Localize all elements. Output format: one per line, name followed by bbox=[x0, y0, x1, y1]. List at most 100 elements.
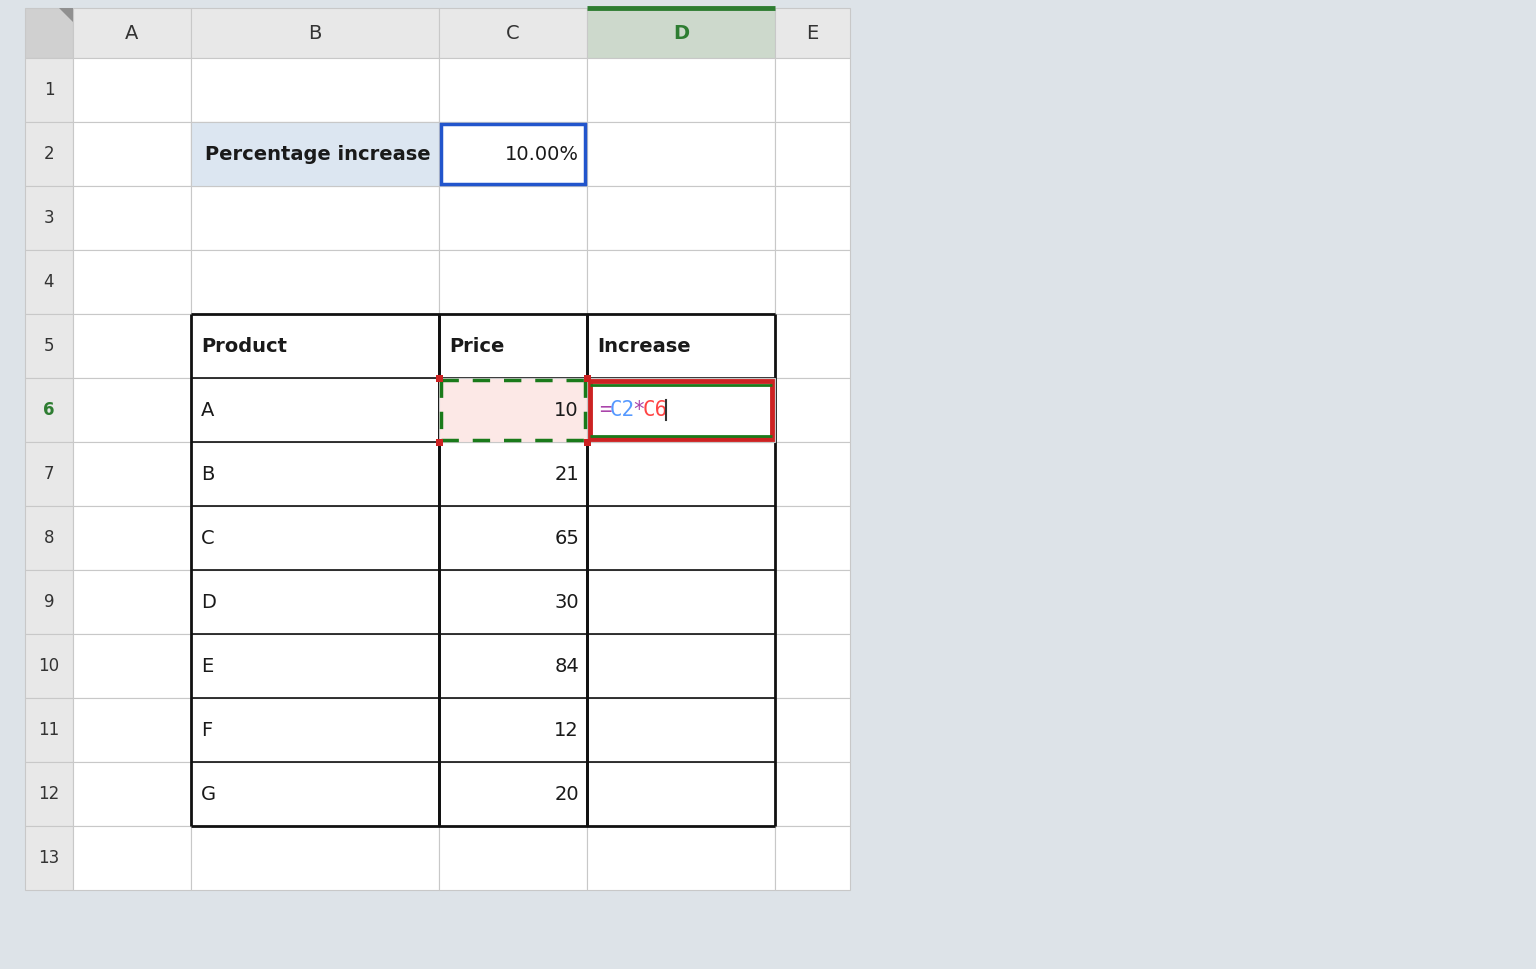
Text: 8: 8 bbox=[43, 529, 54, 547]
Text: 5: 5 bbox=[43, 337, 54, 355]
Bar bbox=[776, 122, 849, 186]
Text: 10.00%: 10.00% bbox=[505, 144, 579, 164]
Text: C6: C6 bbox=[644, 400, 668, 420]
Bar bbox=[74, 698, 190, 762]
Bar bbox=[587, 378, 776, 442]
Bar bbox=[190, 186, 439, 250]
Text: E: E bbox=[806, 23, 819, 43]
Bar bbox=[439, 506, 587, 570]
Bar bbox=[587, 314, 776, 378]
Bar bbox=[25, 122, 74, 186]
Text: 12: 12 bbox=[38, 785, 60, 803]
Bar bbox=[25, 8, 74, 58]
Text: 10: 10 bbox=[554, 400, 579, 420]
Bar bbox=[74, 826, 190, 890]
Bar bbox=[74, 122, 190, 186]
Text: 11: 11 bbox=[38, 721, 60, 739]
Bar bbox=[439, 122, 587, 186]
Text: F: F bbox=[201, 721, 212, 739]
Bar bbox=[587, 506, 776, 570]
Bar bbox=[587, 186, 776, 250]
Bar bbox=[587, 442, 776, 506]
Text: Product: Product bbox=[201, 336, 287, 356]
Bar bbox=[439, 762, 587, 826]
Bar bbox=[25, 378, 74, 442]
Bar bbox=[439, 698, 587, 762]
Text: E: E bbox=[201, 657, 214, 675]
Bar bbox=[190, 698, 439, 762]
Bar bbox=[439, 250, 587, 314]
Bar bbox=[587, 826, 776, 890]
Text: *: * bbox=[631, 400, 645, 420]
Bar bbox=[587, 698, 776, 762]
Bar bbox=[25, 506, 74, 570]
Text: 4: 4 bbox=[43, 273, 54, 291]
Text: C: C bbox=[507, 23, 519, 43]
Bar bbox=[584, 374, 590, 382]
Polygon shape bbox=[58, 8, 74, 22]
Bar bbox=[190, 634, 439, 698]
Text: 9: 9 bbox=[43, 593, 54, 611]
Bar bbox=[776, 826, 849, 890]
Bar bbox=[439, 634, 587, 698]
Bar bbox=[776, 570, 849, 634]
Bar bbox=[74, 58, 190, 122]
Bar bbox=[25, 58, 74, 122]
Bar bbox=[439, 186, 587, 250]
Text: Percentage increase: Percentage increase bbox=[206, 144, 432, 164]
Bar bbox=[776, 8, 849, 58]
Text: C: C bbox=[201, 528, 215, 547]
Bar bbox=[439, 122, 587, 186]
Text: B: B bbox=[201, 464, 215, 484]
Bar bbox=[441, 124, 585, 184]
Bar bbox=[776, 58, 849, 122]
Bar bbox=[190, 250, 439, 314]
Bar bbox=[439, 378, 587, 442]
Bar bbox=[439, 58, 587, 122]
Bar bbox=[25, 442, 74, 506]
Text: 20: 20 bbox=[554, 785, 579, 803]
Bar bbox=[190, 570, 439, 634]
Text: Increase: Increase bbox=[598, 336, 691, 356]
Bar bbox=[439, 570, 587, 634]
Bar bbox=[25, 186, 74, 250]
Bar bbox=[776, 378, 849, 442]
Text: 1: 1 bbox=[43, 81, 54, 99]
Text: 6: 6 bbox=[43, 401, 55, 419]
Text: B: B bbox=[309, 23, 321, 43]
Bar bbox=[439, 442, 587, 506]
Bar bbox=[587, 250, 776, 314]
Bar bbox=[776, 762, 849, 826]
Bar bbox=[439, 8, 587, 58]
Bar bbox=[587, 8, 776, 58]
Bar bbox=[776, 442, 849, 506]
Text: C2: C2 bbox=[610, 400, 636, 420]
Bar bbox=[776, 314, 849, 378]
Bar bbox=[74, 378, 190, 442]
Bar bbox=[74, 442, 190, 506]
Bar bbox=[776, 698, 849, 762]
Text: 65: 65 bbox=[554, 528, 579, 547]
Bar bbox=[74, 314, 190, 378]
Text: D: D bbox=[673, 23, 690, 43]
Bar bbox=[190, 122, 439, 186]
Text: 12: 12 bbox=[554, 721, 579, 739]
Text: Price: Price bbox=[449, 336, 504, 356]
Text: 2: 2 bbox=[43, 145, 54, 163]
Text: 3: 3 bbox=[43, 209, 54, 227]
Bar bbox=[587, 634, 776, 698]
Bar bbox=[587, 122, 776, 186]
Bar bbox=[190, 122, 439, 186]
Bar bbox=[436, 374, 442, 382]
Bar bbox=[190, 314, 439, 378]
Bar bbox=[190, 8, 439, 58]
Text: A: A bbox=[201, 400, 215, 420]
Text: 7: 7 bbox=[43, 465, 54, 483]
Bar bbox=[25, 634, 74, 698]
Bar bbox=[74, 570, 190, 634]
Text: 13: 13 bbox=[38, 849, 60, 867]
Text: G: G bbox=[201, 785, 217, 803]
Bar bbox=[439, 826, 587, 890]
Bar bbox=[25, 698, 74, 762]
Bar bbox=[590, 381, 773, 439]
